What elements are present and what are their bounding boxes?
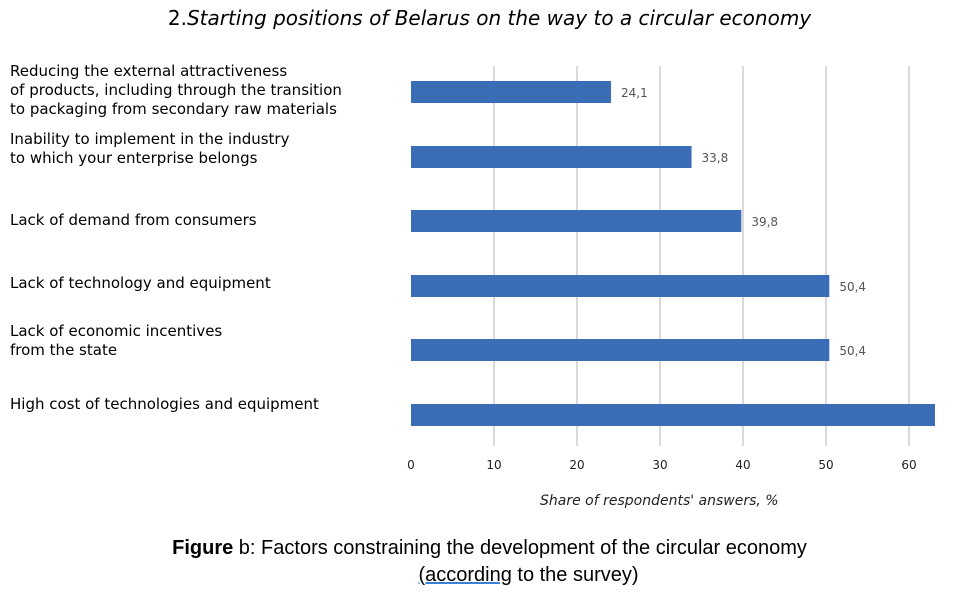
value-label-3: 39,8 bbox=[751, 215, 778, 229]
x-tick-label-20: 20 bbox=[569, 458, 584, 472]
x-tick-label-50: 50 bbox=[818, 458, 833, 472]
bar-1 bbox=[411, 81, 612, 103]
category-label-1: Reducing the external attractiveness of … bbox=[10, 62, 342, 118]
bar-5 bbox=[411, 339, 830, 361]
category-label-2: Inability to implement in the industry t… bbox=[10, 130, 290, 167]
x-tick-label-40: 40 bbox=[735, 458, 750, 472]
x-tick-label-30: 30 bbox=[652, 458, 667, 472]
value-label-2: 33,8 bbox=[702, 151, 729, 165]
value-label-5: 50,4 bbox=[839, 344, 866, 358]
category-label-5: Lack of economic incentives from the sta… bbox=[10, 322, 223, 359]
title-number: 2. bbox=[167, 6, 187, 30]
x-axis-label: Share of respondents' answers, % bbox=[540, 493, 779, 509]
caption-underlined: (according bbox=[418, 564, 512, 586]
bar-3 bbox=[411, 210, 742, 232]
caption-bold: Figure bbox=[172, 537, 234, 559]
title-text: Starting positions of Belarus on the way… bbox=[186, 6, 812, 30]
value-label-4: 50,4 bbox=[839, 280, 866, 294]
category-label-4: Lack of technology and equipment bbox=[10, 274, 271, 292]
x-tick-label-10: 10 bbox=[486, 458, 501, 472]
category-label-3: Lack of demand from consumers bbox=[10, 211, 257, 229]
value-label-1: 24,1 bbox=[621, 86, 648, 100]
bar-6 bbox=[411, 404, 935, 426]
category-label-6: High cost of technologies and equipment bbox=[10, 395, 319, 413]
chart-title: 2.Starting positions of Belarus on the w… bbox=[0, 6, 979, 30]
figure-caption: Figure b: Factors constraining the devel… bbox=[0, 535, 979, 589]
caption-text-2: to the survey) bbox=[511, 564, 639, 586]
bar-2 bbox=[411, 146, 692, 168]
x-tick-label-0: 0 bbox=[407, 458, 415, 472]
caption-text-1: b: Factors constraining the development … bbox=[233, 537, 807, 559]
bar-4 bbox=[411, 275, 830, 297]
x-tick-label-60: 60 bbox=[901, 458, 916, 472]
